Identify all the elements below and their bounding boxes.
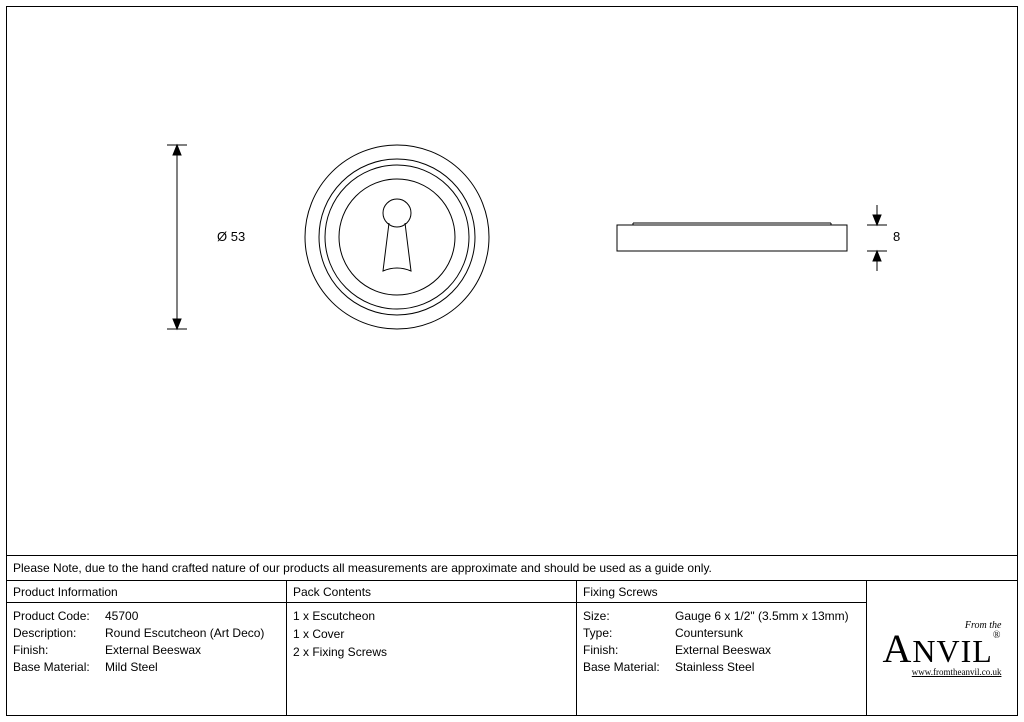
kv-row: Product Code:45700 [13,609,280,623]
drawing-area: Ø 53 8 [7,7,1017,547]
product-info-body: Product Code:45700 Description:Round Esc… [7,603,286,715]
registered-mark: ® [993,630,1002,641]
outer-circle [305,145,489,329]
kv-val: External Beeswax [675,643,771,657]
kv-row: Base Material:Mild Steel [13,660,280,674]
list-item: 1 x Escutcheon [293,609,570,623]
ring-2 [319,159,475,315]
kv-val: External Beeswax [105,643,201,657]
list-item: 1 x Cover [293,627,570,641]
list-item: 2 x Fixing Screws [293,645,570,659]
fixing-screws-column: Fixing Screws Size:Gauge 6 x 1/2" (3.5mm… [577,581,867,715]
product-info-header: Product Information [7,581,286,603]
kv-key: Finish: [583,643,675,657]
kv-row: Type:Countersunk [583,626,860,640]
ring-3 [325,165,469,309]
info-row: Product Information Product Code:45700 D… [7,581,1017,715]
arrow-down [173,319,181,329]
pack-contents-body: 1 x Escutcheon 1 x Cover 2 x Fixing Scre… [287,603,576,715]
kv-key: Base Material: [13,660,105,674]
kv-key: Type: [583,626,675,640]
kv-val: Stainless Steel [675,660,754,674]
brand-logo: From the ANVIL® www.fromtheanvil.co.uk [883,620,1002,677]
kv-row: Finish:External Beeswax [583,643,860,657]
side-view-body [617,225,847,251]
kv-key: Description: [13,626,105,640]
kv-val: 45700 [105,609,138,623]
technical-drawing-svg: Ø 53 8 [7,7,1017,555]
thickness-label: 8 [893,229,900,244]
keyhole-slot [383,223,411,271]
kv-key: Product Code: [13,609,105,623]
kv-val: Mild Steel [105,660,158,674]
kv-key: Finish: [13,643,105,657]
logo-name: ANVIL® [883,631,1002,667]
fixing-screws-body: Size:Gauge 6 x 1/2" (3.5mm x 13mm) Type:… [577,603,866,715]
kv-val: Round Escutcheon (Art Deco) [105,626,264,640]
kv-row: Description:Round Escutcheon (Art Deco) [13,626,280,640]
pack-contents-header: Pack Contents [287,581,576,603]
pack-contents-column: Pack Contents 1 x Escutcheon 1 x Cover 2… [287,581,577,715]
fixing-screws-header: Fixing Screws [577,581,866,603]
arrow-side-down [873,215,881,225]
arrow-side-up [873,251,881,261]
diameter-label: Ø 53 [217,229,245,244]
product-info-column: Product Information Product Code:45700 D… [7,581,287,715]
note-row: Please Note, due to the hand crafted nat… [7,555,1017,581]
kv-row: Base Material:Stainless Steel [583,660,860,674]
keyhole-circle [383,199,411,227]
kv-key: Size: [583,609,675,623]
sheet-frame: Ø 53 8 Please Note, due to the hand craf… [6,6,1018,716]
logo-column: From the ANVIL® www.fromtheanvil.co.uk [867,581,1017,715]
arrow-up [173,145,181,155]
kv-row: Finish:External Beeswax [13,643,280,657]
ring-4 [339,179,455,295]
kv-val: Gauge 6 x 1/2" (3.5mm x 13mm) [675,609,849,623]
note-text: Please Note, due to the hand crafted nat… [13,561,712,575]
kv-val: Countersunk [675,626,743,640]
kv-row: Size:Gauge 6 x 1/2" (3.5mm x 13mm) [583,609,860,623]
kv-key: Base Material: [583,660,675,674]
